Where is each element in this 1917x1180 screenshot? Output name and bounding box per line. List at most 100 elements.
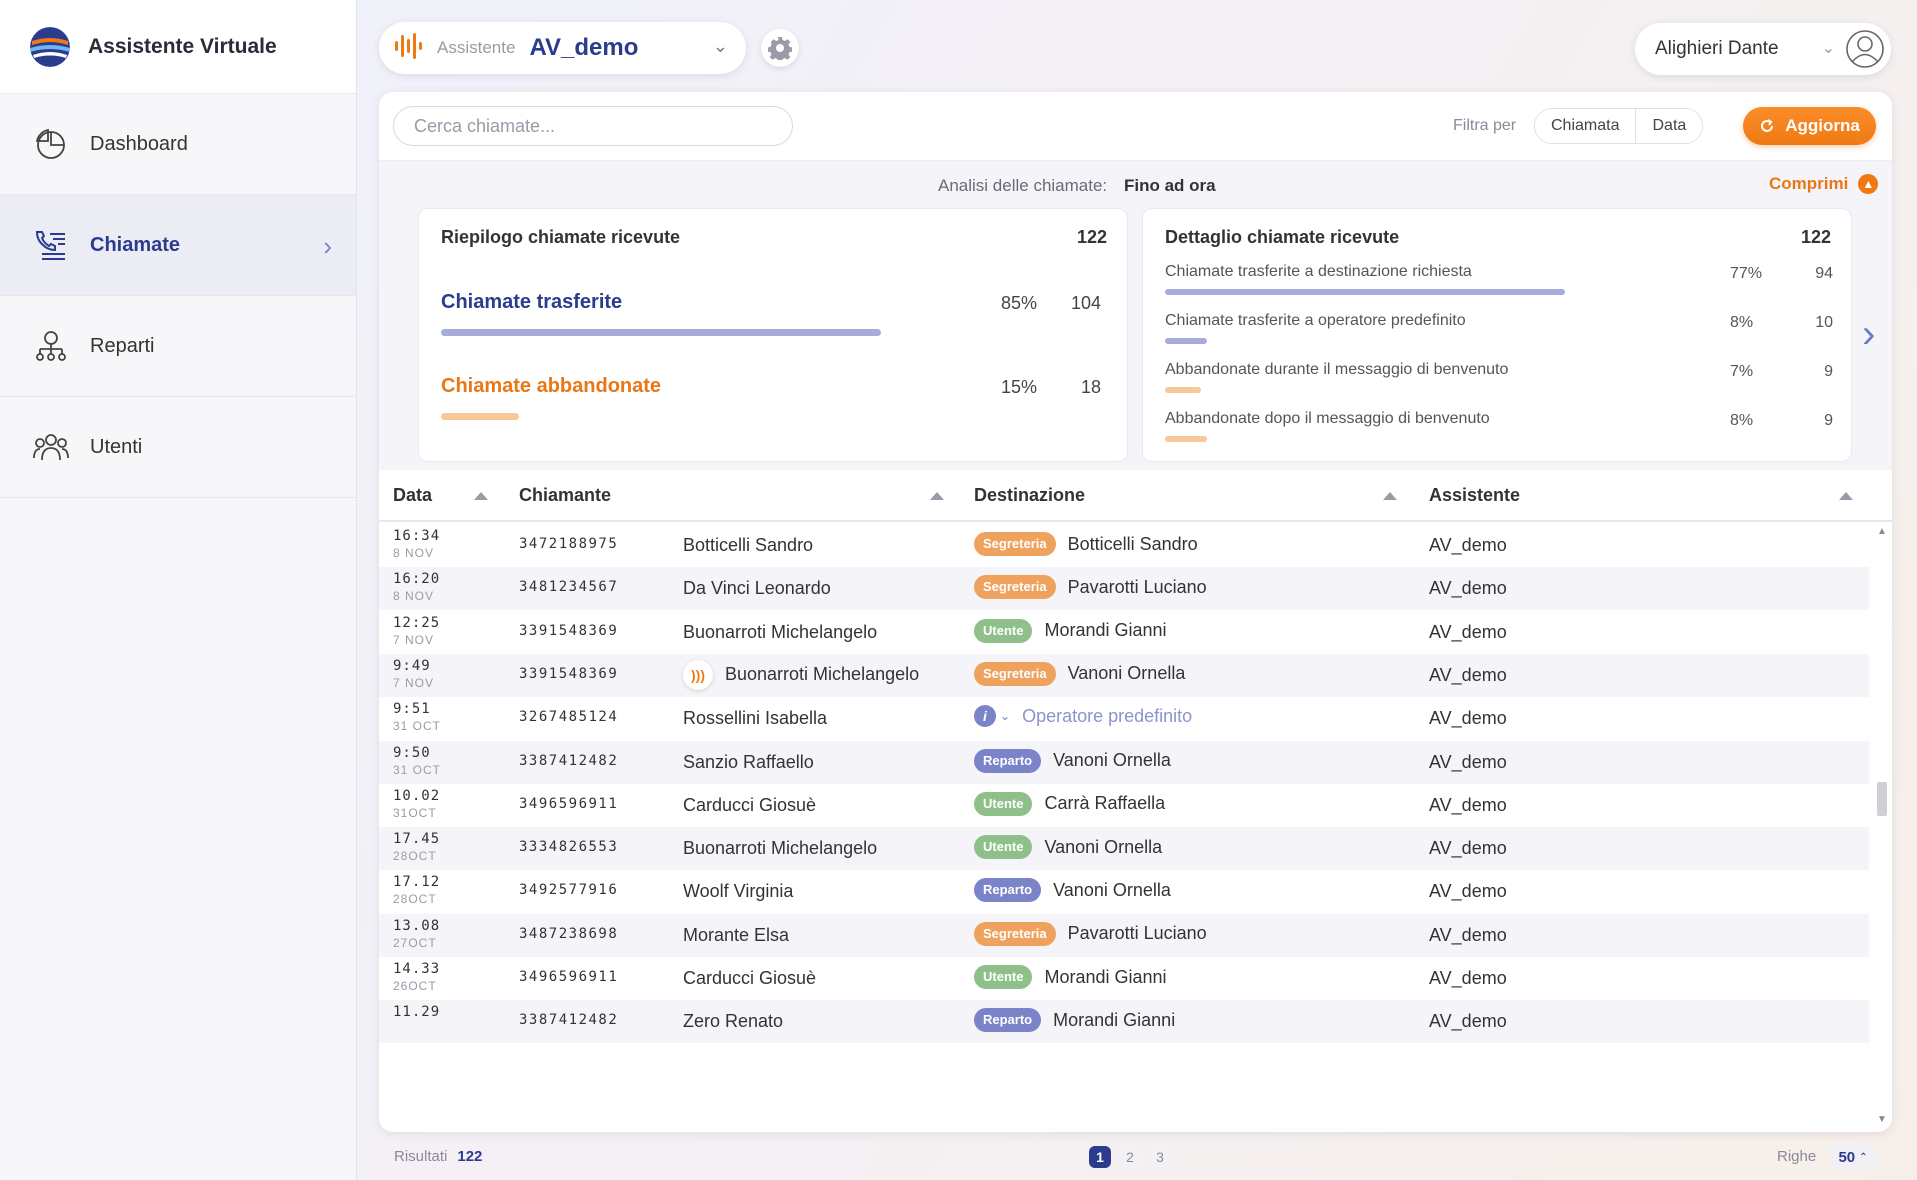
destination-name: Operatore predefinito	[1022, 705, 1193, 726]
search-input[interactable]	[393, 106, 793, 146]
table-row[interactable]: 17.12 28OCT 3492577916 Woolf Virginia Repart…	[379, 870, 1869, 913]
caller-phone: 3334826553	[519, 839, 619, 856]
column-header-data[interactable]: Data	[393, 485, 433, 505]
detail-row-label: Chiamate trasferite a destinazione richi…	[1165, 263, 1472, 280]
caller-name-text: Buonarroti Michelangelo	[683, 621, 878, 642]
assistant-selector[interactable]: Assistente AV_demo ⌄	[379, 22, 746, 74]
destination-cell: Utente Carrà Raffaella	[974, 791, 1165, 816]
chevron-right-icon[interactable]: ›	[1862, 312, 1876, 356]
sidebar: Assistente Virtuale Dashboard Chiamate ›	[0, 0, 357, 1180]
detail-total: 122	[1800, 227, 1831, 247]
caller-phone: 3496596911	[519, 795, 619, 812]
call-time: 16:34	[393, 528, 441, 544]
destination-type-badge: Segreteria	[974, 661, 1056, 686]
sort-icon[interactable]	[930, 492, 944, 500]
table-row[interactable]: 10.02 31OCT 3496596911 Carducci Giosuè Utent…	[379, 784, 1869, 827]
scroll-up-icon[interactable]: ▲	[1877, 526, 1887, 537]
voice-wave-icon	[395, 32, 423, 64]
pagination: 1 2 3	[1089, 1146, 1171, 1168]
caller-phone: 3472188975	[519, 536, 619, 552]
dashboard-icon	[32, 125, 70, 163]
sort-icon[interactable]	[474, 492, 488, 500]
summary-title: Riepilogo chiamate ricevute	[441, 227, 681, 247]
table-row[interactable]: 9:51 31 OCT 3267485124 Rossellini Isabella i…	[379, 697, 1869, 740]
detail-card: Dettaglio chiamate ricevute 122 Chiamate…	[1142, 208, 1852, 462]
detail-row: Chiamate trasferite a destinazione richi…	[1165, 263, 1833, 307]
table-scrollbar[interactable]: ▲ ▼	[1875, 524, 1889, 1125]
results-summary: Risultati 122	[394, 1148, 482, 1165]
sidebar-item-dashboard[interactable]: Dashboard	[0, 94, 356, 195]
table-row[interactable]: 13.08 27OCT 3487238698 Morante Elsa Segreter…	[379, 913, 1869, 957]
sidebar-item-chiamate[interactable]: Chiamate ›	[0, 195, 356, 296]
scroll-thumb[interactable]	[1877, 782, 1887, 816]
table-row[interactable]: 9:50 31 OCT 3387412482 Sanzio Raffaello Repa…	[379, 740, 1869, 784]
destination-type-badge: Segreteria	[974, 532, 1056, 556]
settings-button[interactable]	[761, 29, 799, 67]
audio-playback-icon[interactable]: )))	[683, 659, 713, 690]
table-row[interactable]: 11.29 3387412482 Zero Renato Reparto Morandi…	[379, 1000, 1869, 1044]
summary-card: Riepilogo chiamate ricevute 122 Chiamate…	[418, 208, 1128, 462]
caller-name-text: Sanzio Raffaello	[683, 751, 814, 772]
sort-icon[interactable]	[1839, 492, 1853, 500]
call-time: 17.45	[393, 831, 441, 848]
summary-row-count: 104	[1070, 293, 1101, 313]
sidebar-item-utenti[interactable]: Utenti	[0, 397, 356, 498]
call-date: 31OCT	[393, 805, 437, 820]
page-button[interactable]: 2	[1119, 1146, 1141, 1168]
info-icon[interactable]: i	[974, 705, 996, 728]
filter-data-button[interactable]: Data	[1636, 109, 1703, 143]
destination-type-badge: Reparto	[974, 748, 1042, 773]
collapse-button[interactable]: Comprimi ▲	[1769, 174, 1879, 194]
assistant-name: AV_demo	[1429, 838, 1507, 859]
chevron-up-icon: ▲	[1858, 174, 1879, 194]
destination-cell: Reparto Vanoni Ornella	[974, 748, 1171, 773]
destination-cell: i ⌄ Operatore predefinito	[974, 705, 1193, 728]
call-date: 7 NOV	[393, 675, 435, 690]
caller-name: Morante Elsa	[683, 925, 789, 946]
page-button[interactable]: 3	[1149, 1146, 1171, 1168]
scroll-down-icon[interactable]: ▼	[1877, 1114, 1887, 1125]
column-header-destinazione[interactable]: Destinazione	[974, 485, 1086, 505]
analysis-period: Fino ad ora	[1124, 176, 1216, 195]
sidebar-item-label: Reparti	[90, 334, 155, 357]
column-header-assistente[interactable]: Assistente	[1429, 485, 1521, 505]
analysis-title: Analisi delle chiamate:	[938, 176, 1108, 195]
destination-type-badge: Reparto	[974, 878, 1042, 903]
table-row[interactable]: 16:20 8 NOV 3481234567 Da Vinci Leonardo Seg…	[379, 567, 1869, 611]
assistant-name: AV_demo	[1429, 535, 1507, 555]
caller-name-text: Morante Elsa	[683, 924, 790, 945]
caller-name-text: Carducci Giosuè	[683, 968, 817, 988]
calls-table: 16:34 8 NOV 3472188975 Botticelli Sandro Seg…	[379, 524, 1874, 1132]
assistant-name: AV_demo	[1429, 794, 1507, 815]
chevron-down-icon[interactable]: ⌄	[1000, 709, 1011, 724]
main-panel: Filtra per Chiamata Data Aggiorna Analis…	[379, 92, 1892, 1132]
refresh-button[interactable]: Aggiorna	[1743, 107, 1876, 145]
destination-type-badge: Utente	[974, 618, 1033, 643]
destination-cell: Segreteria Vanoni Ornella	[974, 661, 1185, 686]
table-row[interactable]: 16:34 8 NOV 3472188975 Botticelli Sandro Seg…	[379, 524, 1869, 567]
assistant-name: AV_demo	[1429, 664, 1507, 685]
destination-cell: Utente Morandi Gianni	[974, 965, 1167, 989]
rows-per-page-select[interactable]: 50 ⌃	[1829, 1144, 1877, 1170]
caller-phone: 3387412482	[519, 1012, 619, 1029]
user-menu[interactable]: Alighieri Dante ⌄	[1635, 23, 1891, 75]
table-row[interactable]: 14.33 26OCT 3496596911 Carducci Giosuè Utent…	[379, 957, 1869, 1000]
column-header-chiamante[interactable]: Chiamante	[519, 485, 612, 505]
caller-phone: 3496596911	[519, 969, 619, 985]
users-icon	[32, 428, 70, 466]
summary-row-bar	[441, 329, 881, 336]
table-row[interactable]: 17.45 28OCT 3334826553 Buonarroti Michelang…	[379, 827, 1869, 871]
table-row[interactable]: 12:25 7 NOV 3391548369 Buonarroti Michelang…	[379, 611, 1869, 654]
filter-chiamata-button[interactable]: Chiamata	[1535, 109, 1637, 143]
caller-phone: 3492577916	[519, 882, 619, 899]
call-time: 9:49	[393, 657, 431, 674]
sort-icon[interactable]	[1383, 492, 1397, 500]
page-button[interactable]: 1	[1089, 1146, 1111, 1168]
destination-name: Botticelli Sandro	[1067, 533, 1198, 554]
caller-name-text: Buonarroti Michelangelo	[683, 838, 878, 859]
destination-type-badge: Utente	[974, 835, 1033, 860]
table-row[interactable]: 9:49 7 NOV 3391548369))) Buonarroti Michela…	[379, 653, 1869, 697]
sidebar-item-reparti[interactable]: Reparti	[0, 296, 356, 397]
user-name: Alighieri Dante	[1655, 38, 1779, 59]
assistant-name: AV_demo	[1429, 924, 1507, 945]
